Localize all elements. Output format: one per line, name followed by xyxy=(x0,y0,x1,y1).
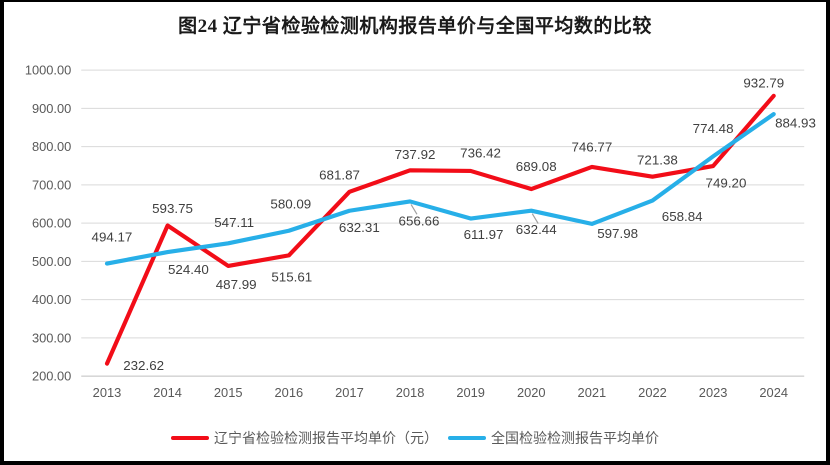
y-tick-label: 200.00 xyxy=(32,369,71,384)
data-label-national: 597.98 xyxy=(597,226,638,241)
data-label-liaoning: 746.77 xyxy=(571,140,612,155)
y-tick-label: 1000.00 xyxy=(25,63,72,78)
data-label-liaoning: 689.08 xyxy=(516,159,557,174)
data-label-liaoning: 232.62 xyxy=(123,358,164,373)
data-label-liaoning: 737.92 xyxy=(395,147,436,162)
data-label-national: 494.17 xyxy=(92,229,133,244)
x-tick-label: 2024 xyxy=(759,385,788,400)
legend-swatch xyxy=(448,435,486,441)
y-tick-label: 400.00 xyxy=(32,292,71,307)
data-label-liaoning: 593.75 xyxy=(152,201,193,216)
x-tick-label: 2018 xyxy=(396,385,425,400)
data-label-liaoning: 681.87 xyxy=(319,167,360,182)
data-label-national: 774.48 xyxy=(693,121,734,136)
legend-item-national: 全国检验检测报告平均单价 xyxy=(448,428,659,448)
y-tick-label: 800.00 xyxy=(32,139,71,154)
data-label-liaoning: 515.61 xyxy=(271,270,312,285)
data-label-national: 632.44 xyxy=(516,222,557,237)
data-label-national: 632.31 xyxy=(339,220,380,235)
y-tick-label: 500.00 xyxy=(32,254,71,269)
series-line-national xyxy=(104,112,776,266)
x-tick-label: 2017 xyxy=(335,385,364,400)
data-label-liaoning: 721.38 xyxy=(637,152,678,167)
y-tick-label: 300.00 xyxy=(32,330,71,345)
legend: 辽宁省检验检测报告平均单价（元） 全国检验检测报告平均单价 xyxy=(4,428,826,448)
x-tick-label: 2019 xyxy=(456,385,485,400)
x-tick-label: 2020 xyxy=(517,385,546,400)
legend-item-liaoning: 辽宁省检验检测报告平均单价（元） xyxy=(171,428,438,448)
data-label-liaoning: 487.99 xyxy=(216,277,257,292)
data-label-national: 656.66 xyxy=(399,214,440,229)
data-label-national: 580.09 xyxy=(270,197,311,212)
legend-label-liaoning: 辽宁省检验检测报告平均单价（元） xyxy=(214,430,438,446)
label-leader-line xyxy=(410,204,418,215)
data-label-liaoning: 749.20 xyxy=(706,175,747,190)
legend-label-national: 全国检验检测报告平均单价 xyxy=(491,430,659,446)
x-tick-label: 2013 xyxy=(93,385,122,400)
label-leader-line xyxy=(531,213,539,224)
data-label-national: 547.11 xyxy=(214,215,254,230)
y-tick-label: 600.00 xyxy=(32,216,71,231)
series-line-liaoning xyxy=(104,93,776,366)
x-tick-label: 2023 xyxy=(699,385,728,400)
y-tick-label: 700.00 xyxy=(32,177,71,192)
x-tick-label: 2016 xyxy=(275,385,304,400)
x-tick-label: 2014 xyxy=(153,385,182,400)
data-label-national: 884.93 xyxy=(775,115,816,130)
data-label-national: 611.97 xyxy=(464,227,504,242)
chart-canvas: 200.00 300.00 400.00 500.00 600.00 700.00 800.… xyxy=(25,63,816,400)
data-label-liaoning: 736.42 xyxy=(460,146,501,161)
chart-title: 图24 辽宁省检验检测机构报告单价与全国平均数的比较 xyxy=(178,16,652,37)
y-tick-label: 900.00 xyxy=(32,101,71,116)
x-tick-label: 2015 xyxy=(214,385,243,400)
data-label-liaoning: 932.79 xyxy=(743,75,784,90)
data-label-national: 524.40 xyxy=(168,262,209,277)
x-tick-label: 2022 xyxy=(638,385,667,400)
x-tick-label: 2021 xyxy=(578,385,607,400)
data-label-national: 658.84 xyxy=(662,209,703,224)
legend-swatch xyxy=(171,435,209,441)
